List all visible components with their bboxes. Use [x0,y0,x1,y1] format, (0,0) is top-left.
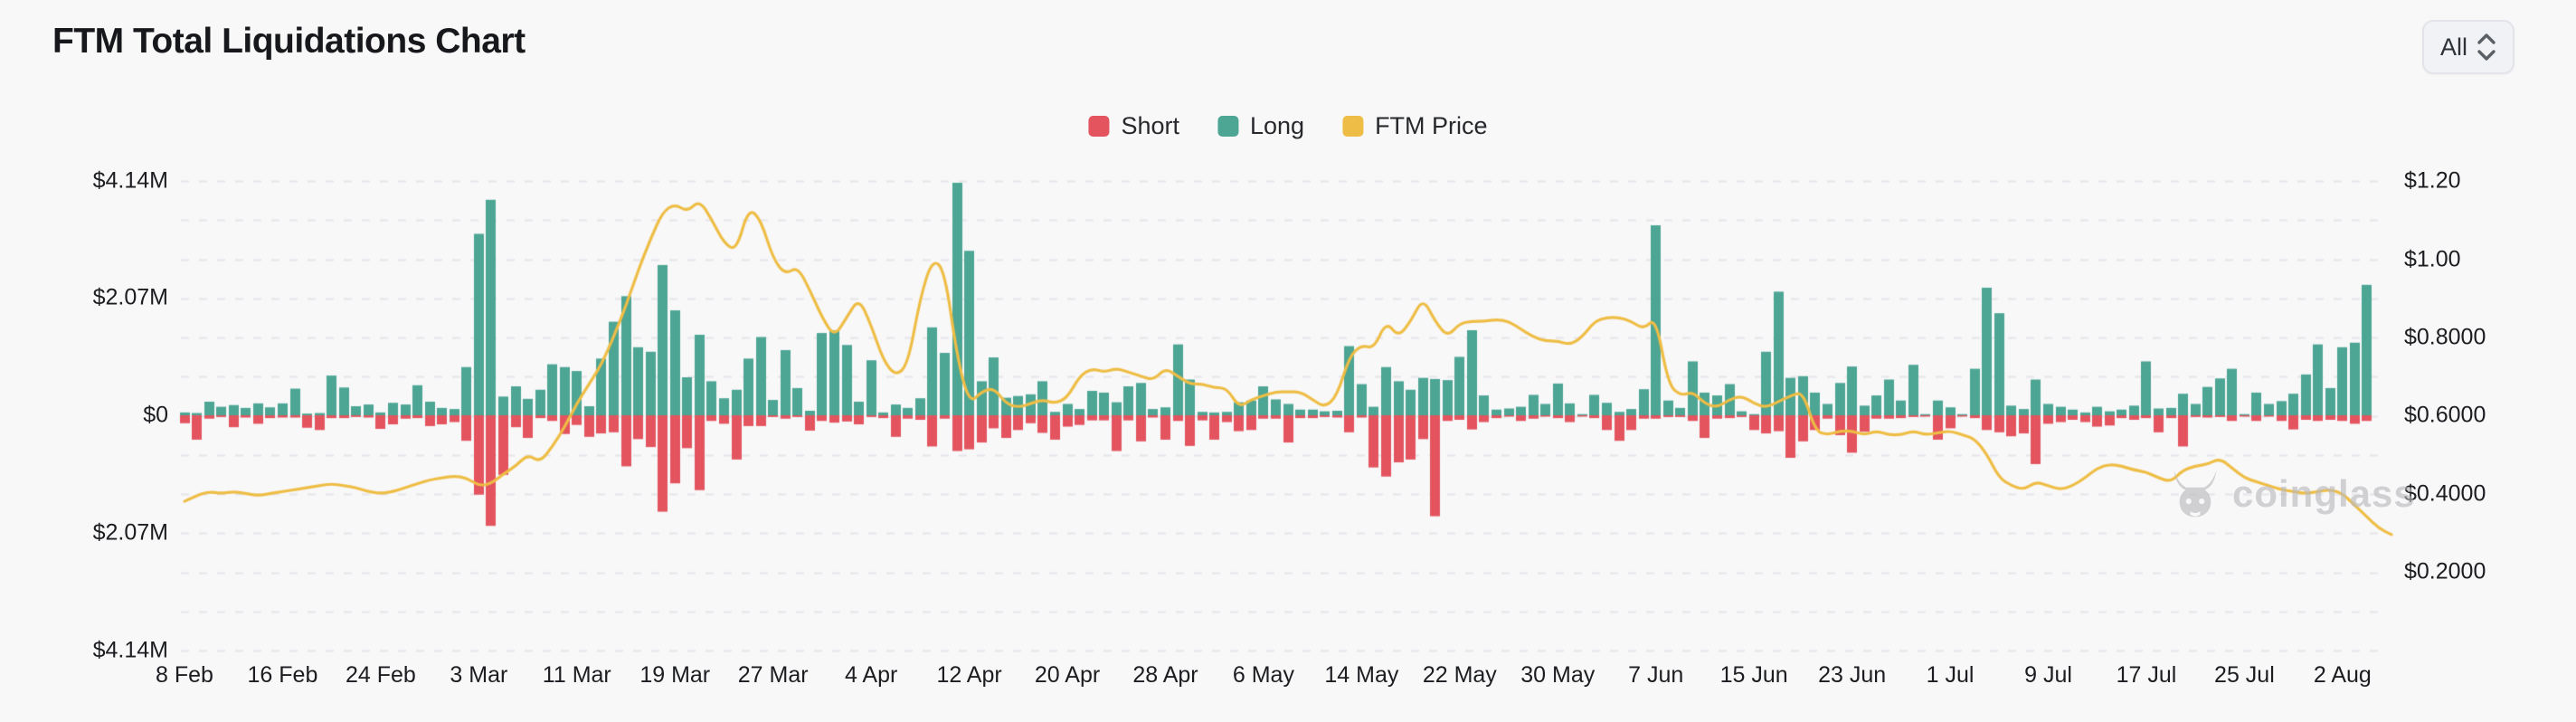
x-axis-tick: 30 May [1520,662,1596,688]
x-axis-tick: 11 Mar [542,662,611,688]
y-axis-left-tick: $2.07M [92,519,168,546]
x-axis-tick: 28 Apr [1132,662,1198,688]
legend-item-long[interactable]: Long [1217,112,1304,140]
x-axis-tick: 20 Apr [1034,662,1101,688]
short-swatch-icon [1088,116,1110,137]
chart-legend: Short Long FTM Price [1088,112,1488,140]
long-swatch-icon [1217,116,1238,137]
ftm-price-swatch-icon [1342,116,1364,137]
page-title: FTM Total Liquidations Chart [52,22,526,61]
x-axis-tick: 12 Apr [936,662,1002,688]
x-axis-tick: 6 May [1232,662,1294,688]
legend-item-short[interactable]: Short [1088,112,1179,140]
x-axis-tick: 25 Jul [2214,662,2275,688]
legend-label-ftm-price: FTM Price [1375,112,1488,139]
x-axis-tick: 17 Jul [2116,662,2177,688]
y-axis-right-tick: $0.8000 [2404,324,2486,350]
x-axis-tick: 7 Jun [1628,662,1684,688]
x-axis-tick: 1 Jul [1926,662,1975,688]
x-axis-tick: 24 Feb [345,662,416,688]
legend-item-ftm-price[interactable]: FTM Price [1342,112,1488,140]
x-axis-tick: 23 Jun [1818,662,1887,688]
x-axis-tick: 19 Mar [639,662,711,688]
chevron-up-down-icon [2477,32,2496,62]
y-axis-right-tick: $0.6000 [2404,402,2486,428]
y-axis-left-tick: $2.07M [92,284,168,310]
y-axis-right-tick: $1.00 [2404,246,2461,271]
x-axis-tick: 16 Feb [247,662,318,688]
time-range-dropdown[interactable]: All [2422,20,2514,74]
x-axis-tick: 2 Aug [2313,662,2372,688]
y-axis-right-tick: $0.2000 [2404,558,2486,584]
x-axis-tick: 22 May [1422,662,1497,688]
x-axis-tick: 9 Jul [2024,662,2072,688]
x-axis-tick: 3 Mar [450,662,508,688]
x-axis-tick: 4 Apr [844,662,898,688]
y-axis-right-tick: $0.4000 [2404,480,2486,506]
legend-label-short: Short [1121,112,1179,139]
y-axis-left-tick: $4.14M [92,637,168,663]
y-axis-left-tick: $0 [143,402,168,428]
x-axis-tick: 15 Jun [1719,662,1788,688]
x-axis-tick: 14 May [1324,662,1399,688]
legend-label-long: Long [1249,112,1305,139]
y-axis-right-tick: $1.20 [2404,167,2461,194]
x-axis-tick: 8 Feb [156,662,213,688]
time-range-selected-value: All [2439,33,2467,61]
x-axis-tick: 27 Mar [737,662,809,688]
y-axis-left-tick: $4.14M [92,167,168,194]
